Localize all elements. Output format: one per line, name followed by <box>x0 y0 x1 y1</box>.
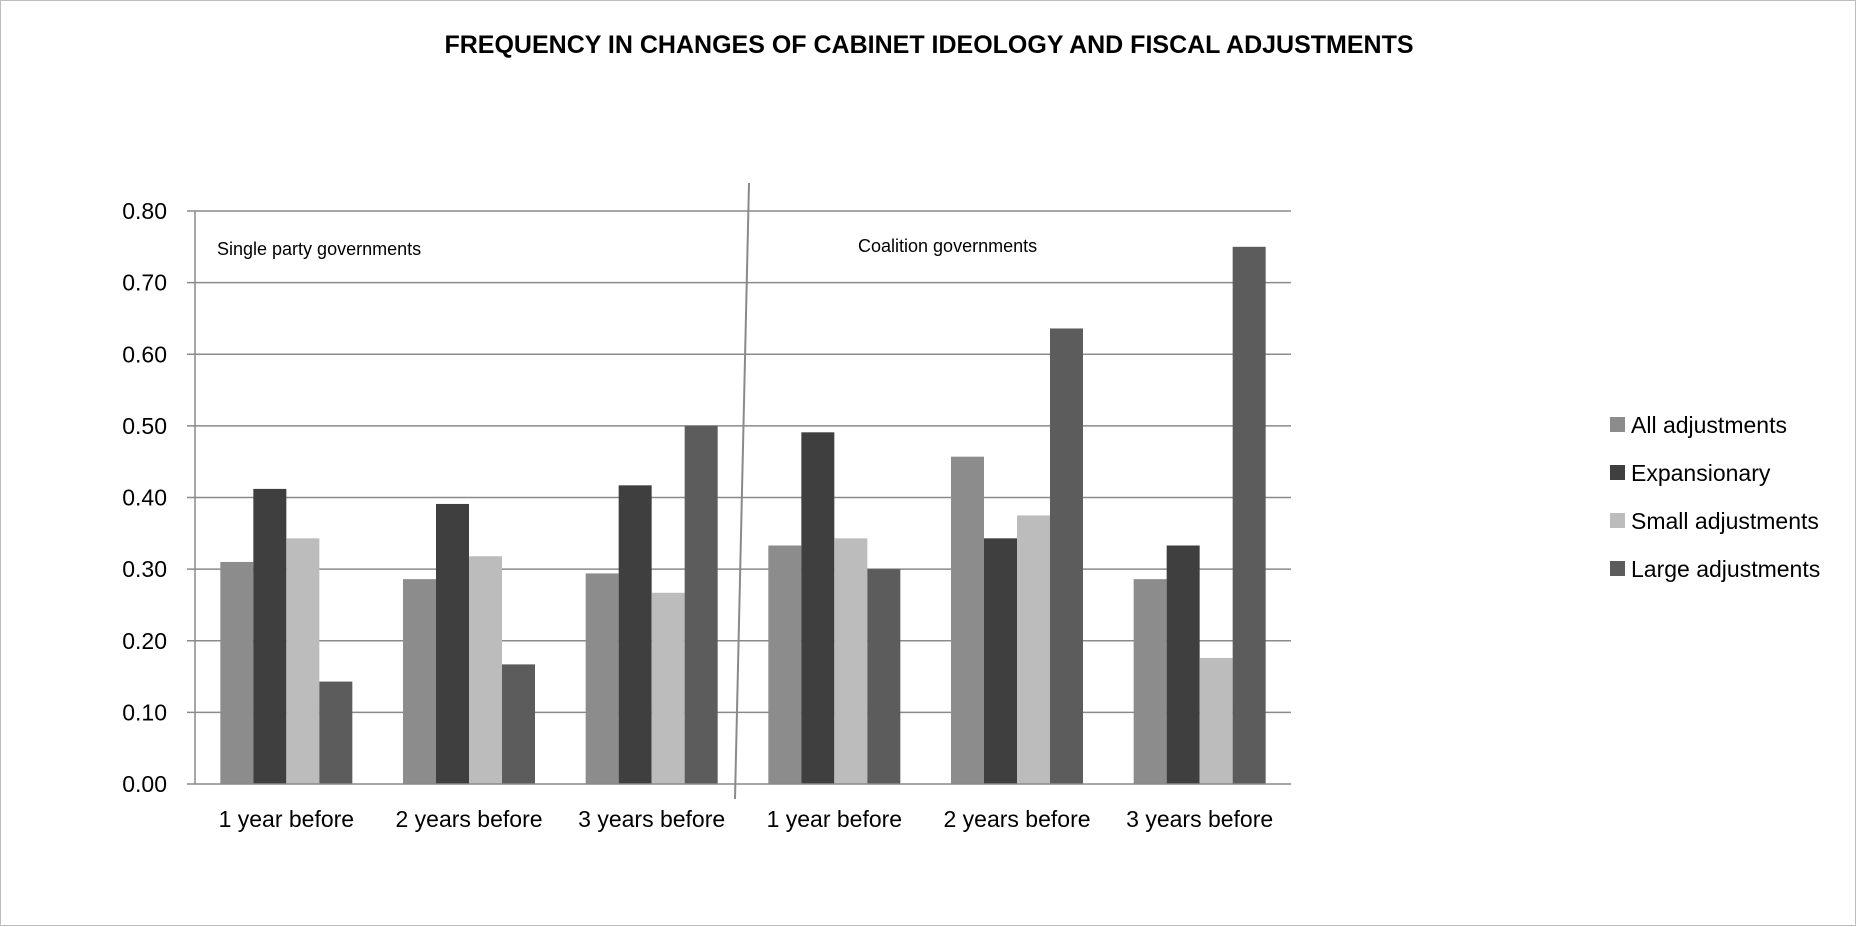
bar-large-adjustments <box>502 664 535 784</box>
y-tick-label: 0.30 <box>122 556 167 582</box>
bar-expansionary <box>984 538 1017 784</box>
legend: All adjustments Expansionary Small adjustm… <box>1610 412 1820 582</box>
x-tick-label: 2 years before <box>943 806 1090 832</box>
legend-swatch <box>1610 561 1625 576</box>
bar-large-adjustments <box>319 681 353 784</box>
x-tick-label: 3 years before <box>578 806 725 832</box>
bar-large-adjustments <box>684 425 718 784</box>
bar-small-adjustments <box>651 592 685 784</box>
group-label: Coalition governments <box>858 236 1037 256</box>
bar-all-adjustments <box>951 456 984 784</box>
y-tick-label: 0.50 <box>122 413 167 439</box>
y-tick-label: 0.60 <box>122 341 167 367</box>
group-label: Single party governments <box>217 239 421 259</box>
y-tick-label: 0.10 <box>122 699 167 725</box>
legend-label: Small adjustments <box>1631 508 1819 534</box>
bars <box>220 246 1266 784</box>
bar-all-adjustments <box>768 545 802 784</box>
bar-large-adjustments <box>1050 328 1083 784</box>
bar-all-adjustments <box>585 573 619 784</box>
bar-small-adjustments <box>1017 515 1050 784</box>
y-tick-label: 0.40 <box>122 485 167 511</box>
x-tick-label: 3 years before <box>1126 806 1273 832</box>
bar-all-adjustments <box>220 561 254 784</box>
y-tick-label: 0.20 <box>122 628 167 654</box>
y-tick-label: 0.70 <box>122 270 167 296</box>
legend-label: Expansionary <box>1631 460 1771 486</box>
legend-label: Large adjustments <box>1631 556 1820 582</box>
bar-expansionary <box>1166 545 1200 784</box>
axes: 0.00 0.10 0.20 0.30 0.40 0.50 0.60 0.70 0.80 1 ye… <box>122 198 1291 832</box>
y-tick-label: 0.00 <box>122 771 167 797</box>
bar-expansionary <box>801 432 835 784</box>
group-separator-line <box>734 182 750 800</box>
bar-all-adjustments <box>403 579 436 784</box>
x-tick-label: 1 year before <box>767 806 903 832</box>
x-tick-label: 2 years before <box>395 806 542 832</box>
bar-expansionary <box>253 488 287 784</box>
bar-large-adjustments <box>867 569 901 784</box>
legend-swatch <box>1610 465 1625 480</box>
bar-all-adjustments <box>1133 579 1167 784</box>
y-tick-label: 0.80 <box>122 198 167 224</box>
bar-small-adjustments <box>834 538 868 784</box>
bar-small-adjustments <box>1199 657 1233 784</box>
chart-title: FREQUENCY IN CHANGES OF CABINET IDEOLOGY… <box>444 31 1413 59</box>
legend-swatch <box>1610 513 1625 528</box>
legend-label: All adjustments <box>1631 412 1787 438</box>
bar-small-adjustments <box>286 538 320 784</box>
bar-large-adjustments <box>1232 246 1266 784</box>
group-annotations: Single party governments Coalition govern… <box>217 182 1037 800</box>
x-tick-label: 1 year before <box>219 806 355 832</box>
bar-expansionary <box>618 485 652 784</box>
legend-swatch <box>1610 417 1625 432</box>
bar-small-adjustments <box>469 556 502 784</box>
bar-expansionary <box>436 503 469 784</box>
